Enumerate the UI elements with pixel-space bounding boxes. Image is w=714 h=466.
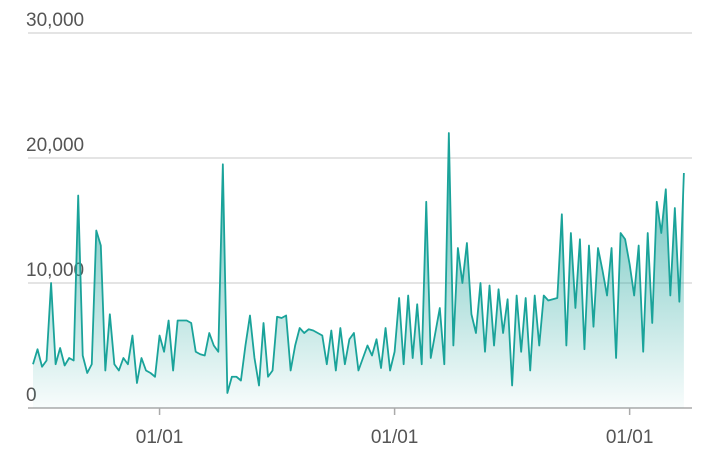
area (33, 133, 684, 408)
y-tick-label: 30,000 (26, 10, 84, 31)
x-tick-label: 01/01 (136, 427, 184, 448)
y-tick-label: 0 (26, 385, 37, 406)
x-tick-label: 01/01 (606, 427, 654, 448)
y-tick-label: 10,000 (26, 260, 84, 281)
line (32, 132, 685, 394)
x-tick-label: 01/01 (371, 427, 419, 448)
y-tick-label: 20,000 (26, 135, 84, 156)
